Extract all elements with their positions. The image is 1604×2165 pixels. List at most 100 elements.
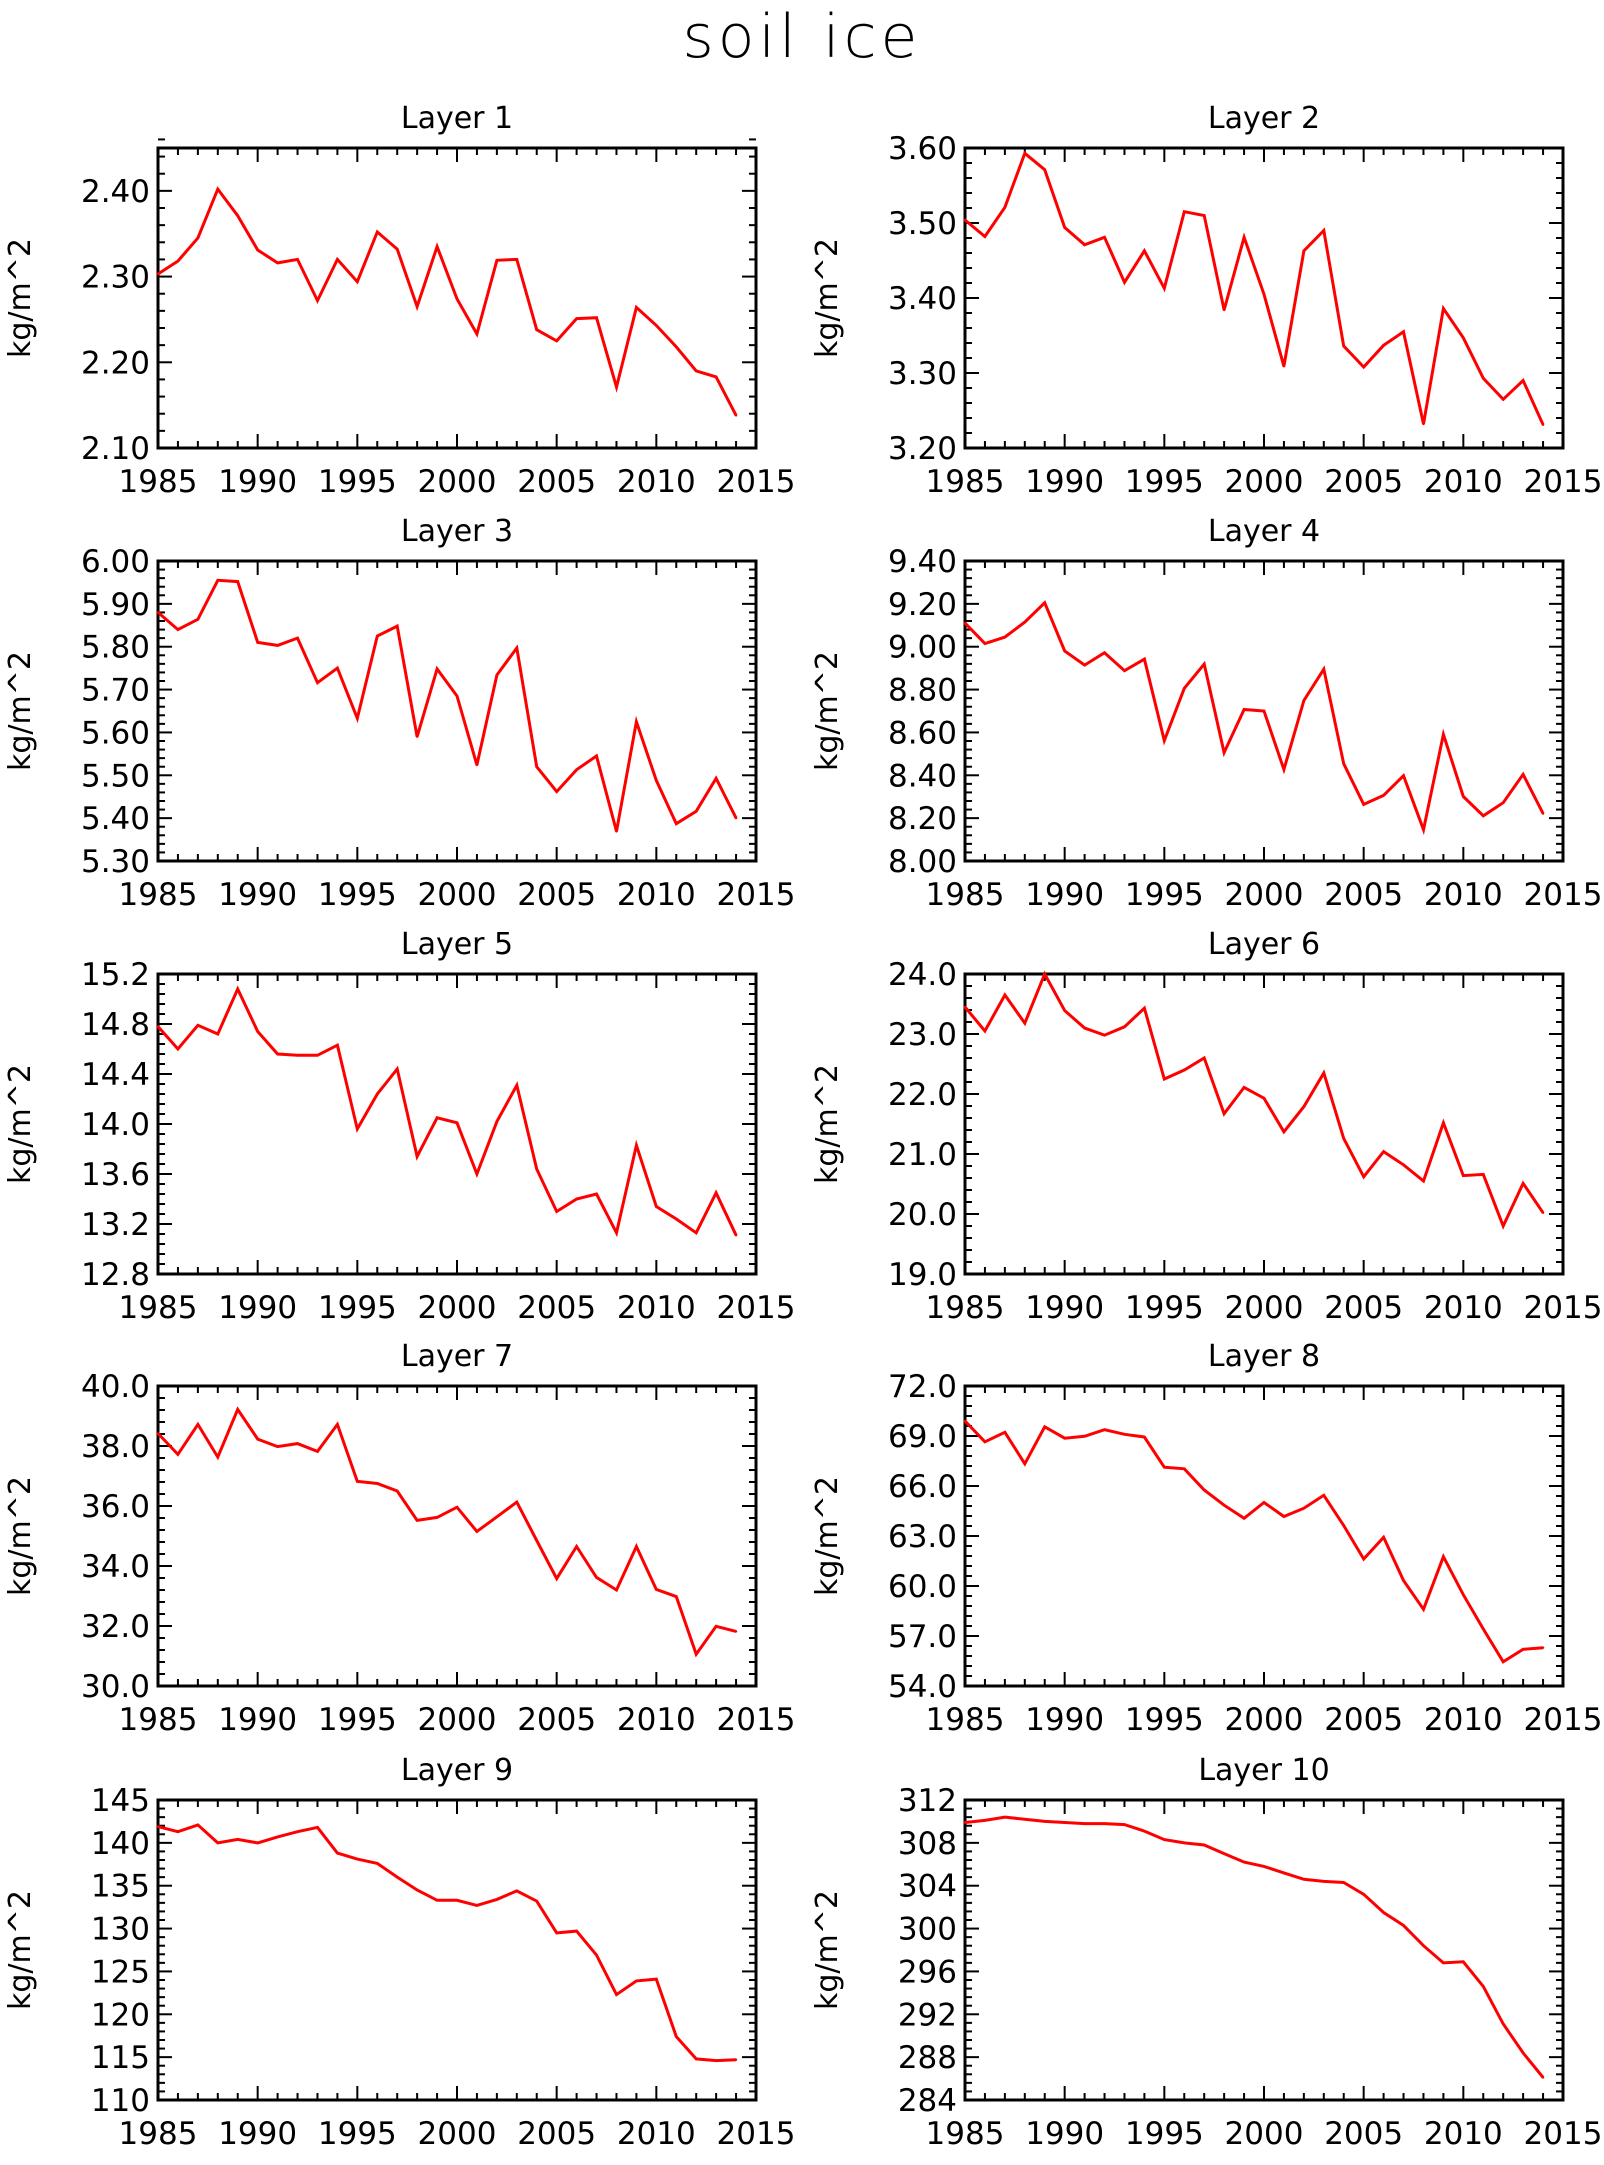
data-point <box>495 1898 499 1901</box>
data-point <box>1422 422 1425 426</box>
panel-layer-7: Layer 7 kg/m^2 1985 1990 1995 2000 2005 2010 201… <box>3 1339 795 1738</box>
y-tick-label: 2.30 <box>81 260 150 296</box>
y-axis-label: kg/m^2 <box>3 651 38 771</box>
data-point <box>1043 1425 1046 1429</box>
data-point <box>236 1838 239 1841</box>
data-point <box>1083 1435 1086 1438</box>
data-point <box>615 1588 618 1592</box>
panel-layer-1: Layer 1 kg/m^2 1985 1990 1995 2000 2005 2010 201… <box>3 101 795 500</box>
x-tick-label: 1990 <box>1025 1290 1104 1326</box>
data-point <box>1183 1068 1186 1072</box>
y-tick-label: 40.0 <box>81 1369 150 1405</box>
y-tick-label: 110 <box>91 2083 150 2119</box>
data-point <box>575 1929 578 1933</box>
data-point <box>1502 1660 1505 1664</box>
data-point <box>396 247 399 251</box>
data-point <box>1063 1436 1066 1440</box>
data-point <box>734 2058 738 2061</box>
data-point <box>675 1217 678 1221</box>
y-tick-label: 8.00 <box>888 844 957 880</box>
y-tick-label: 5.70 <box>81 673 150 709</box>
data-point <box>734 816 738 820</box>
data-point <box>475 763 479 767</box>
data-point <box>1003 993 1007 997</box>
y-tick-label: 8.60 <box>888 715 957 751</box>
y-tick-label: 5.80 <box>81 630 150 666</box>
data-point <box>435 1116 439 1119</box>
panel-layer-2: Layer 2 kg/m^2 1985 1990 1995 2000 2005 2010 201… <box>810 101 1602 500</box>
data-point <box>714 375 718 379</box>
x-tick-label: 2005 <box>517 464 596 500</box>
x-tick-label: 2005 <box>517 2116 596 2152</box>
data-point <box>495 673 499 677</box>
data-point <box>336 258 339 261</box>
data-point <box>695 2057 698 2061</box>
data-point <box>1482 377 1485 380</box>
data-point <box>415 735 419 738</box>
data-point <box>475 332 479 336</box>
data-point <box>983 1819 987 1822</box>
data-point <box>1222 1112 1226 1116</box>
data-point <box>1222 308 1226 312</box>
data-point <box>1342 1881 1345 1884</box>
data-point <box>963 621 967 625</box>
data-point <box>635 1144 638 1147</box>
data-point <box>256 1437 259 1441</box>
data-point <box>216 187 219 191</box>
data-point <box>1143 1007 1146 1010</box>
data-point <box>615 1231 618 1234</box>
y-axis-label: kg/m^2 <box>3 1476 38 1596</box>
data-point <box>1521 2051 1525 2055</box>
x-tick-label: 1990 <box>218 464 297 500</box>
data-point <box>635 306 638 309</box>
data-point <box>1003 206 1007 209</box>
data-point <box>734 1630 738 1633</box>
y-tick-label: 304 <box>898 1869 957 1905</box>
y-tick-label: 14.4 <box>81 1057 150 1093</box>
data-point <box>1063 1009 1066 1012</box>
data-point <box>356 1480 359 1483</box>
data-point <box>1442 1555 1445 1558</box>
data-point <box>216 1841 219 1845</box>
data-point <box>1123 281 1126 284</box>
x-tick-label: 2010 <box>1424 1290 1503 1326</box>
y-tick-label: 12.8 <box>81 1257 150 1293</box>
data-point <box>316 1450 319 1453</box>
y-tick-label: 130 <box>91 1912 150 1948</box>
data-point <box>1442 733 1445 736</box>
y-axis-label: kg/m^2 <box>810 1890 845 2010</box>
data-point <box>1442 1121 1445 1125</box>
x-tick-label: 2000 <box>1225 1702 1304 1738</box>
data-point <box>1143 1829 1146 1833</box>
data-point <box>655 1977 658 1981</box>
data-point <box>156 1432 160 1435</box>
y-tick-label: 296 <box>898 1954 957 1990</box>
data-point <box>1262 1501 1266 1504</box>
data-point <box>714 2059 718 2062</box>
data-point <box>714 1625 718 1628</box>
data-point <box>1242 1517 1246 1520</box>
data-point <box>983 1440 987 1444</box>
y-tick-label: 2.10 <box>81 431 150 467</box>
data-point <box>1043 1820 1046 1823</box>
data-point <box>216 579 219 582</box>
data-point <box>1362 1557 1365 1561</box>
data-point <box>635 1545 638 1548</box>
data-point <box>455 1899 459 1902</box>
x-tick-label: 2000 <box>418 464 497 500</box>
data-point <box>415 1519 419 1522</box>
x-tick-label: 2005 <box>1324 2116 1403 2152</box>
data-point <box>1302 1105 1306 1108</box>
x-tick-label: 1985 <box>926 1702 1005 1738</box>
data-point <box>1262 293 1266 296</box>
x-tick-label: 2010 <box>617 1290 696 1326</box>
x-tick-label: 1985 <box>119 1290 198 1326</box>
data-point <box>1442 307 1445 310</box>
data-point <box>475 1904 479 1907</box>
data-point <box>595 1576 598 1579</box>
data-point <box>1083 663 1086 667</box>
data-point <box>1342 762 1345 765</box>
data-point <box>675 2035 678 2038</box>
x-tick-label: 1995 <box>1125 2116 1204 2152</box>
